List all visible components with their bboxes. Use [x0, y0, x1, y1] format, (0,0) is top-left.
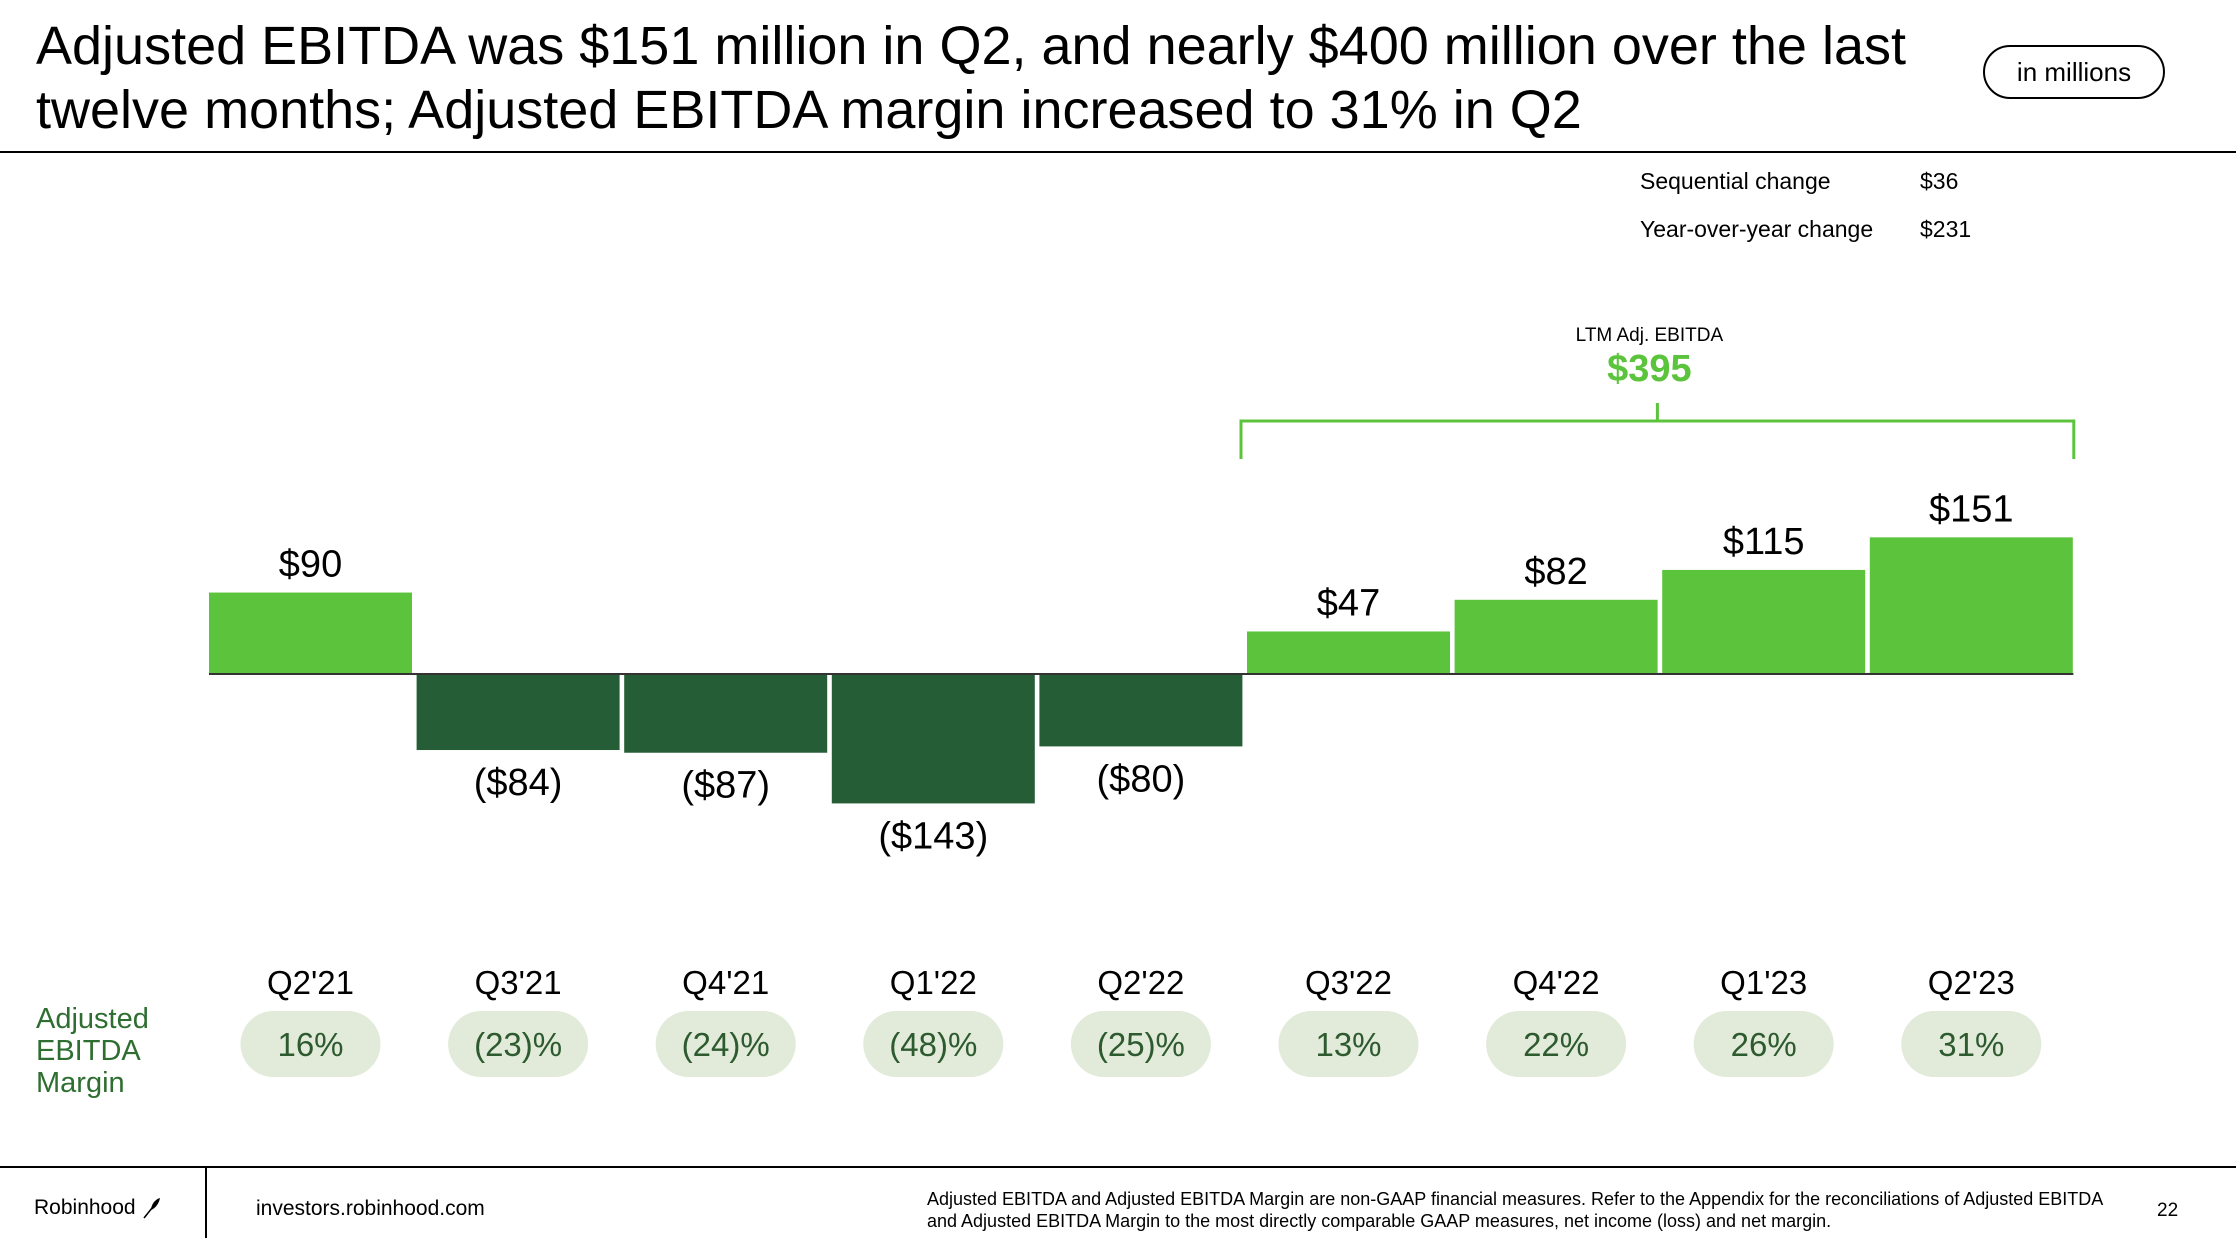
- ebitda-bar-chart: LTM Adj. EBITDA $395 $90 ($84) ($87) ($143)…: [209, 325, 2076, 1077]
- x-tick-label: Q4'21: [682, 964, 769, 1001]
- data-label: ($143): [878, 815, 988, 857]
- value-labels: $90 ($84) ($87) ($143) ($80) $47 $82 $115 $151: [279, 488, 2014, 857]
- x-tick-labels: Q2'21 Q3'21 Q4'21 Q1'22 Q2'22 Q3'22 Q4'22 Q1'23…: [267, 964, 2015, 1001]
- bar-Q3'22: [1247, 631, 1450, 674]
- bar-Q2'22: [1039, 674, 1243, 747]
- units-badge: in millions: [1983, 45, 2165, 99]
- margin-value: 26%: [1731, 1026, 1797, 1063]
- ltm-label: LTM Adj. EBITDA: [1576, 325, 1724, 346]
- margin-value: 13%: [1315, 1026, 1381, 1063]
- footer-divider-line: [0, 1166, 2236, 1168]
- margin-pill: [448, 1011, 589, 1077]
- margin-pill: [1901, 1011, 2042, 1077]
- stat-label: Sequential change: [1640, 168, 1831, 194]
- x-tick-label: Q2'22: [1097, 964, 1184, 1001]
- bar-Q4'21: [624, 674, 828, 753]
- margin-value: 22%: [1523, 1026, 1589, 1063]
- margin-value: (48)%: [889, 1026, 977, 1063]
- margin-pill: [655, 1011, 796, 1077]
- bar-Q2'23: [1869, 537, 2073, 674]
- margin-value: (23)%: [474, 1026, 562, 1063]
- margin-pill: [1278, 1011, 1419, 1077]
- margin-pill: [240, 1011, 381, 1077]
- data-label: $82: [1524, 551, 1587, 593]
- margin-value: 16%: [277, 1026, 343, 1063]
- x-tick-label: Q3'22: [1305, 964, 1392, 1001]
- non-gaap-disclaimer: Adjusted EBITDA and Adjusted EBITDA Marg…: [927, 1189, 2103, 1231]
- footer-vertical-divider: [205, 1168, 207, 1238]
- ltm-annotation: LTM Adj. EBITDA $395: [1239, 325, 2076, 459]
- stat-value: $36: [1920, 168, 1959, 194]
- margin-value: 31%: [1938, 1026, 2004, 1063]
- margin-pill: [863, 1011, 1004, 1077]
- brand-name: Robinhood: [34, 1196, 136, 1219]
- page-number: 22: [2157, 1200, 2179, 1221]
- data-label: ($87): [681, 765, 770, 807]
- margin-pill: [1486, 1011, 1627, 1077]
- stat-label: Year-over-year change: [1640, 216, 1874, 242]
- investor-site-link[interactable]: investors.robinhood.com: [256, 1197, 485, 1220]
- stat-value: $231: [1920, 216, 1972, 242]
- ltm-value: $395: [1607, 348, 1692, 390]
- margin-pill: [1070, 1011, 1211, 1077]
- margin-value: (25)%: [1097, 1026, 1185, 1063]
- bar-Q1'22: [831, 674, 1035, 804]
- x-tick-label: Q2'21: [267, 964, 354, 1001]
- x-tick-label: Q1'23: [1720, 964, 1807, 1001]
- data-label: $151: [1929, 488, 2014, 530]
- x-tick-label: Q4'22: [1513, 964, 1600, 1001]
- ltm-bracket: [1239, 403, 2076, 459]
- x-tick-label: Q2'23: [1928, 964, 2015, 1001]
- brand-logo: Robinhood: [34, 1196, 162, 1220]
- margin-value: (24)%: [682, 1026, 770, 1063]
- margin-pill: [1693, 1011, 1834, 1077]
- x-tick-label: Q1'22: [890, 964, 977, 1001]
- data-label: $90: [279, 544, 342, 586]
- data-label: ($80): [1097, 758, 1186, 800]
- bar-Q2'21: [209, 592, 412, 674]
- margin-pills: 16% (23)% (24)% (48)% (25)% 13% 22% 26% 31%: [240, 1011, 2042, 1077]
- bar-Q3'21: [416, 674, 620, 751]
- feather-icon: [143, 1198, 160, 1219]
- data-label: $115: [1723, 521, 1805, 563]
- bar-Q4'22: [1454, 599, 1658, 674]
- bar-Q1'23: [1662, 569, 1866, 674]
- data-label: $47: [1317, 582, 1380, 624]
- margin-row-label: Adjusted EBITDA Margin: [36, 1003, 149, 1099]
- x-tick-label: Q3'21: [475, 964, 562, 1001]
- slide-title: Adjusted EBITDA was $151 million in Q2, …: [36, 16, 1906, 140]
- header-divider: [0, 151, 2236, 153]
- bars: [209, 537, 2073, 804]
- data-label: ($84): [474, 762, 563, 804]
